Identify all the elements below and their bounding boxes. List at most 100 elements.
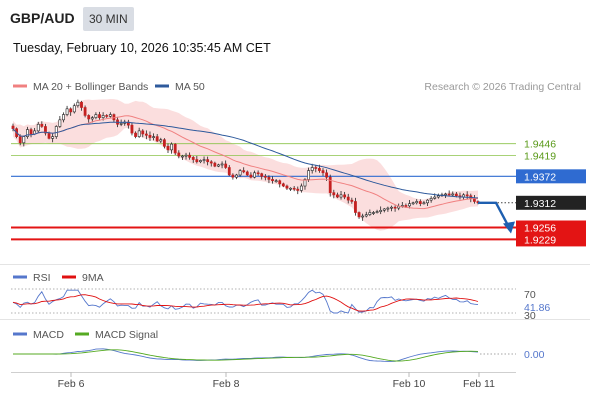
candle-body bbox=[141, 130, 145, 135]
level-label-box-1.9229 bbox=[516, 232, 586, 247]
candle-body bbox=[108, 114, 112, 117]
macd-line bbox=[13, 348, 479, 362]
candle-body bbox=[152, 136, 155, 138]
candle-body bbox=[278, 180, 282, 185]
forecast-arrow-line bbox=[478, 201, 510, 227]
candle-body bbox=[155, 136, 159, 142]
legend-swatch-ma20 bbox=[13, 84, 27, 88]
candle-body bbox=[235, 174, 238, 178]
candle-body bbox=[159, 139, 163, 142]
candle-body bbox=[217, 164, 220, 167]
candle-body bbox=[274, 180, 278, 183]
candle-body bbox=[191, 157, 195, 160]
timeframe-badge[interactable]: 30 MIN bbox=[83, 7, 134, 31]
candle-body bbox=[119, 123, 123, 125]
macd-zero-label: 0.00 bbox=[524, 349, 545, 361]
currency-pair-title: GBP/AUD bbox=[10, 10, 75, 26]
candle-body bbox=[137, 130, 141, 137]
candle-body bbox=[451, 193, 455, 196]
candle-body bbox=[51, 136, 55, 139]
candle-body bbox=[465, 194, 469, 197]
candle-body bbox=[390, 206, 393, 209]
level-label-1.9446: 1.9446 bbox=[524, 139, 556, 151]
x-axis-ticks: Feb 6 Feb 8 Feb 10 Feb 11 bbox=[58, 372, 495, 390]
candle-body bbox=[227, 167, 231, 176]
candle-body bbox=[83, 107, 87, 116]
forecast-arrow bbox=[478, 201, 515, 234]
candle-body bbox=[289, 187, 292, 190]
candle-body bbox=[195, 159, 199, 163]
candle-body bbox=[317, 168, 321, 171]
level-label-1.9419: 1.9419 bbox=[524, 151, 556, 163]
candle-body bbox=[209, 161, 213, 164]
candle-body bbox=[422, 202, 426, 205]
candle-body bbox=[249, 174, 253, 178]
candle-body bbox=[339, 194, 343, 198]
candle-body bbox=[267, 176, 271, 180]
legend-swatch-rsi bbox=[13, 275, 27, 279]
candle-body bbox=[314, 167, 318, 169]
legend-swatch-rsi-ma bbox=[62, 275, 76, 279]
forecast-arrowhead bbox=[503, 221, 515, 234]
candle-body bbox=[346, 196, 350, 201]
candle-body bbox=[69, 108, 73, 113]
macd-signal-line bbox=[13, 349, 479, 362]
candle-body bbox=[188, 154, 192, 158]
candle-body bbox=[26, 129, 29, 137]
level-label-1.9229: 1.9229 bbox=[524, 234, 556, 246]
candle-body bbox=[105, 115, 109, 117]
candle-body bbox=[62, 114, 65, 121]
candle-body bbox=[364, 214, 368, 217]
last-price-label: 1.9312 bbox=[524, 198, 556, 210]
candle-body bbox=[94, 114, 98, 118]
candle-body bbox=[58, 119, 62, 127]
candle-body bbox=[418, 201, 422, 204]
macd-panel bbox=[13, 348, 516, 362]
candle-body bbox=[44, 126, 47, 134]
candle-body bbox=[368, 212, 372, 216]
legend-label-ma50: MA 50 bbox=[175, 81, 205, 93]
level-label-1.9256: 1.9256 bbox=[524, 223, 556, 235]
legend-swatch-macd-signal bbox=[75, 332, 89, 336]
candle-body bbox=[213, 162, 217, 167]
candle-body bbox=[296, 188, 300, 191]
candle-body bbox=[263, 176, 267, 178]
candle-body bbox=[238, 170, 242, 176]
candle-body bbox=[321, 170, 325, 174]
candle-body bbox=[310, 167, 314, 171]
candle-body bbox=[54, 126, 58, 137]
candle-body bbox=[411, 202, 415, 205]
candle-body bbox=[162, 139, 166, 147]
candle-body bbox=[454, 193, 458, 197]
candle-body bbox=[299, 185, 303, 191]
rsi-level-70: 70 bbox=[524, 289, 536, 301]
level-label-box-1.9372 bbox=[516, 169, 586, 184]
candle-body bbox=[354, 201, 357, 213]
candle-body bbox=[281, 183, 285, 187]
candle-body bbox=[256, 172, 260, 175]
legend-label-macd-signal: MACD Signal bbox=[95, 329, 158, 341]
x-tick-label: Feb 8 bbox=[213, 378, 240, 390]
candle-body bbox=[444, 193, 447, 196]
candle-body bbox=[332, 192, 336, 196]
candle-body bbox=[22, 136, 26, 144]
candle-body bbox=[343, 194, 347, 198]
candle-body bbox=[181, 155, 184, 158]
ma50-line bbox=[12, 121, 479, 199]
candle-body bbox=[253, 172, 256, 178]
timestamp: Tuesday, February 10, 2026 10:35:45 AM C… bbox=[13, 41, 271, 55]
rsi-last-value: 41.86 bbox=[524, 302, 550, 314]
key-levels bbox=[11, 143, 516, 241]
candle-body bbox=[245, 171, 249, 176]
candle-body bbox=[307, 170, 310, 180]
candle-body bbox=[130, 124, 134, 134]
candle-body bbox=[11, 125, 15, 129]
candle-body bbox=[134, 132, 137, 137]
candle-body bbox=[184, 154, 188, 157]
candle-body bbox=[36, 123, 40, 132]
candle-body bbox=[72, 105, 76, 113]
candle-body bbox=[429, 198, 433, 201]
level-label-box-1.9256 bbox=[516, 220, 586, 235]
